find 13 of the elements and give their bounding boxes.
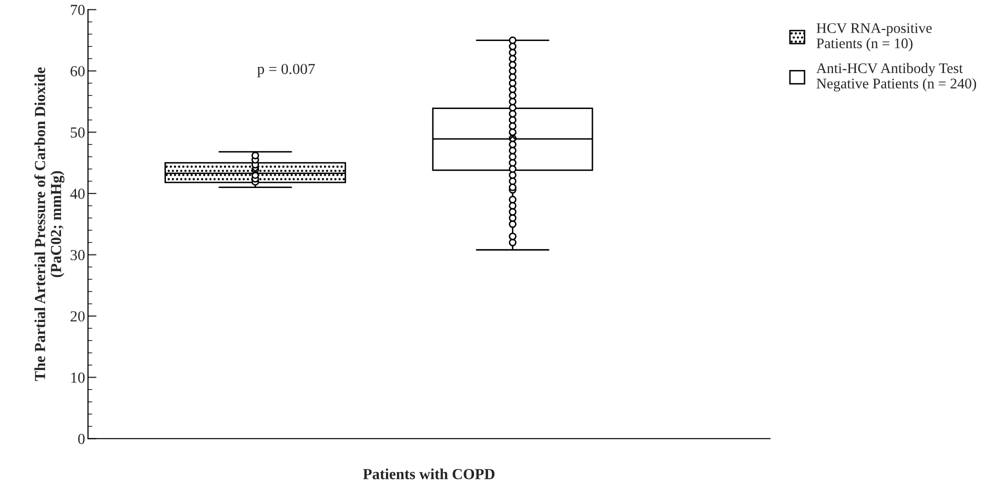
y-axis-title: The Partial Arterial Pressure of Carbon Dioxide (PaC02; mmHg)	[34, 67, 64, 382]
y-tick-label: 10	[71, 372, 85, 383]
y-tick-label: 30	[70, 250, 85, 260]
y-tick-label: 20	[70, 311, 85, 322]
y-tick-label: 70	[70, 4, 85, 16]
y-tick-label: 50	[70, 127, 85, 138]
legend-label: Anti-HCV Antibody Test Negative Patients (n = 240)	[816, 62, 976, 92]
y-tick-label: 60	[70, 66, 85, 76]
x-axis-title: Patients with COPD	[363, 468, 494, 480]
y-tick-label: 0	[78, 434, 85, 444]
legend-label: HCV RNA-positive Patients (n = 10)	[816, 23, 932, 52]
y-tick-label: 40	[70, 188, 85, 199]
annotation: p = 0.007	[257, 64, 315, 78]
